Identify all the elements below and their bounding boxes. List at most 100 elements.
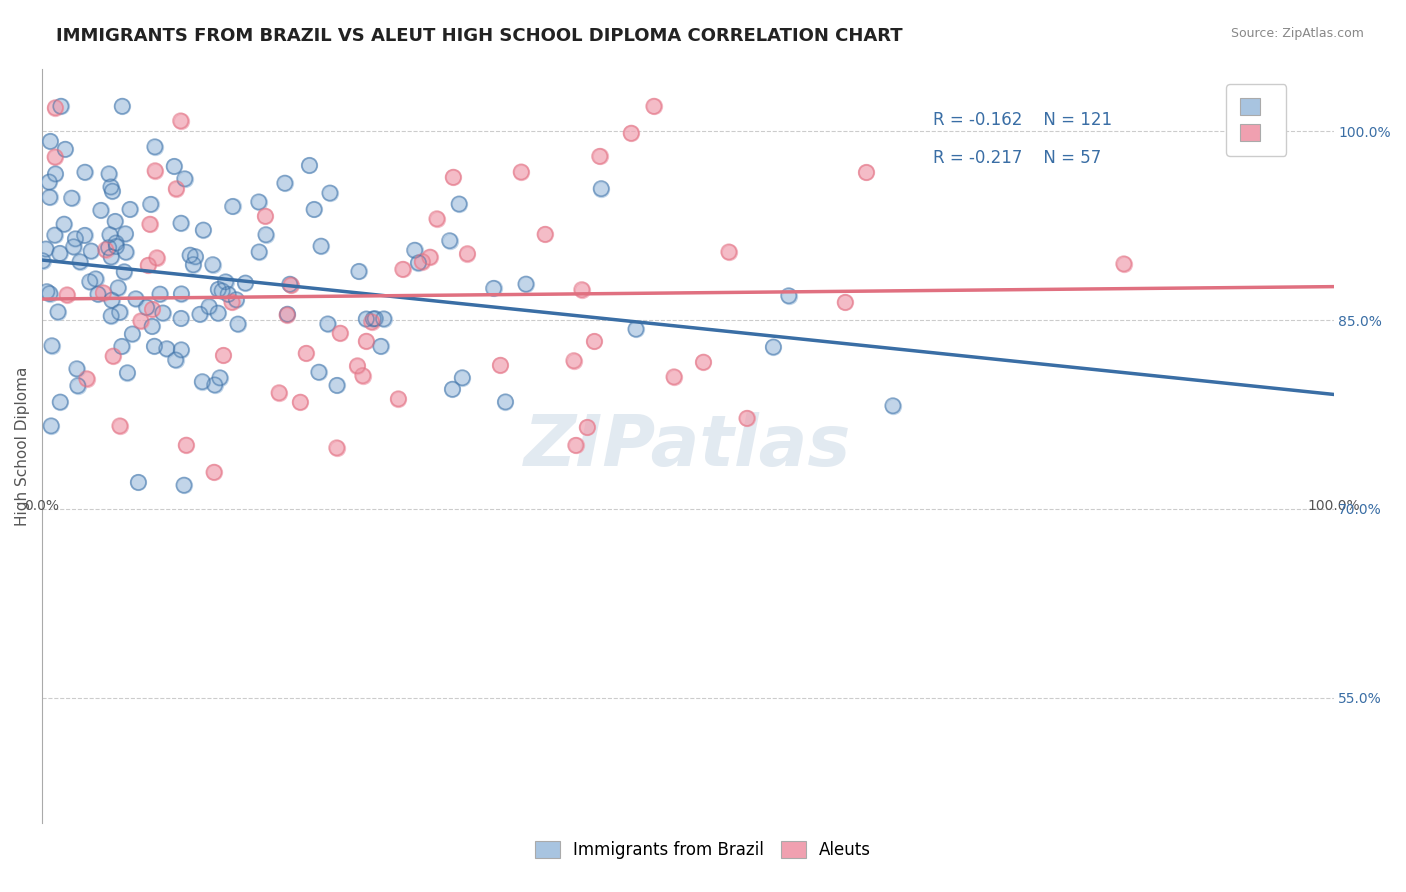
Point [404,244,426,258]
Point [489,359,512,373]
Point [214,275,236,289]
Point [170,216,193,230]
Point [193,223,215,237]
Point [79,275,101,289]
Point [276,308,298,322]
Point [204,377,226,392]
Point [117,366,139,380]
Point [183,258,205,272]
Point [101,184,124,198]
Point [87,287,110,301]
Point [76,371,98,385]
Point [114,245,136,260]
Point [188,307,211,321]
Point [419,250,441,264]
Point [84,272,107,286]
Point [855,165,877,179]
Point [170,343,193,357]
Point [141,319,163,334]
Point [38,286,60,301]
Point [121,326,143,341]
Point [778,289,800,303]
Point [163,160,186,174]
Point [149,287,172,301]
Point [309,239,332,253]
Point [1112,257,1135,271]
Point [127,475,149,490]
Point [31,253,53,268]
Point [534,227,557,242]
Point [290,395,312,409]
Point [112,265,135,279]
Point [235,276,257,290]
Point [104,214,127,228]
Point [624,322,647,336]
Point [188,307,211,321]
Point [562,353,585,368]
Point [207,282,229,296]
Point [97,167,120,181]
Point [329,326,352,341]
Point [308,365,330,379]
Point [302,202,325,217]
Point [127,475,149,490]
Point [138,217,160,231]
Point [510,165,533,179]
Point [717,244,740,259]
Point [212,348,235,362]
Y-axis label: High School Diploma: High School Diploma [15,367,30,525]
Point [356,334,378,349]
Point [221,199,243,213]
Point [170,343,193,357]
Legend: , : , [1226,85,1286,156]
Text: ZIPatlas: ZIPatlas [524,411,852,481]
Point [170,286,193,301]
Point [735,411,758,425]
Point [280,278,302,293]
Point [97,167,120,181]
Point [191,375,214,389]
Point [98,227,121,242]
Point [31,253,53,268]
Point [225,293,247,307]
Point [49,395,72,409]
Point [360,315,382,329]
Point [564,438,586,452]
Point [104,214,127,228]
Point [319,186,342,200]
Point [146,251,169,265]
Point [170,311,193,326]
Point [226,317,249,331]
Point [620,126,643,140]
Point [80,244,103,258]
Point [165,181,187,195]
Point [571,283,593,297]
Point [208,370,231,384]
Point [111,99,134,113]
Point [73,228,96,243]
Point [373,311,395,326]
Point [44,150,66,164]
Point [125,292,148,306]
Point [107,281,129,295]
Point [235,276,257,290]
Point [108,418,131,433]
Point [316,317,339,331]
Text: R = -0.162    N = 121: R = -0.162 N = 121 [934,112,1112,129]
Point [346,359,368,373]
Point [44,150,66,164]
Point [114,227,136,241]
Point [583,334,606,349]
Point [66,361,89,376]
Point [39,135,62,149]
Point [48,246,70,260]
Point [308,365,330,379]
Point [449,197,471,211]
Point [53,142,76,156]
Point [165,353,187,368]
Point [79,275,101,289]
Point [370,339,392,353]
Point [662,369,685,384]
Point [204,377,226,392]
Point [221,295,243,310]
